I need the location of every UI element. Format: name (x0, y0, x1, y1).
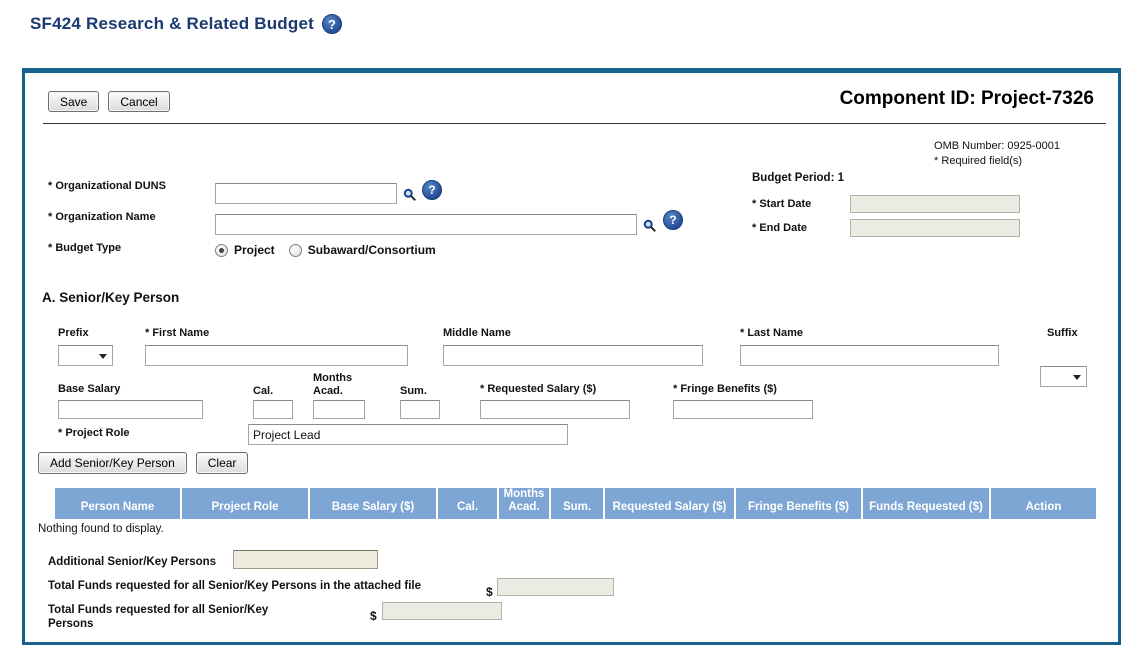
requested-salary-label: * Requested Salary ($) (480, 383, 597, 395)
save-button[interactable]: Save (48, 91, 100, 112)
col-funds-requested: Funds Requested ($) (863, 488, 989, 519)
chevron-down-icon (99, 354, 107, 359)
requested-salary-input[interactable] (480, 400, 630, 419)
end-date-input (850, 219, 1020, 237)
org-name-help-icon[interactable]: ? (663, 210, 683, 230)
col-sum-months: Sum. (551, 488, 603, 519)
fringe-benefits-label: * Fringe Benefits ($) (673, 383, 777, 395)
budget-type-subaward-radio[interactable]: Subaward/Consortium (288, 243, 436, 257)
budget-type-label: * Budget Type (48, 242, 122, 254)
col-cal-months: Cal. (438, 488, 497, 519)
section-a-heading: A. Senior/Key Person (42, 290, 180, 305)
person-actions: Add Senior/Key Person Clear (38, 452, 249, 474)
col-fringe-benefits: Fringe Benefits ($) (736, 488, 861, 519)
page-title: SF424 Research & Related Budget (30, 14, 314, 33)
prefix-label: Prefix (58, 327, 89, 339)
duns-input[interactable] (215, 183, 397, 204)
total-attached-file-label: Total Funds requested for all Senior/Key… (48, 580, 421, 592)
middle-name-input[interactable] (443, 345, 703, 366)
persons-table-header: Person Name Project Role Base Salary ($)… (55, 488, 1096, 519)
fringe-benefits-input[interactable] (673, 400, 813, 419)
org-name-lookup-icon[interactable] (643, 219, 657, 233)
cancel-button[interactable]: Cancel (108, 91, 170, 112)
org-name-label: * Organization Name (48, 211, 156, 223)
col-requested-salary: Requested Salary ($) (605, 488, 734, 519)
page-header: SF424 Research & Related Budget ? (30, 14, 342, 34)
suffix-select[interactable] (1040, 366, 1087, 387)
table-empty-message: Nothing found to display. (38, 523, 164, 535)
total-all-persons-input (382, 602, 502, 620)
additional-persons-label: Additional Senior/Key Persons (48, 556, 217, 568)
middle-name-label: Middle Name (443, 327, 511, 339)
org-name-input[interactable] (215, 214, 637, 235)
first-name-input[interactable] (145, 345, 408, 366)
additional-persons-input (233, 550, 378, 569)
add-senior-key-person-button[interactable]: Add Senior/Key Person (38, 452, 187, 474)
cal-label: Cal. (253, 385, 274, 397)
col-action: Action (991, 488, 1096, 519)
chevron-down-icon (1073, 375, 1081, 380)
component-id: Component ID: Project-7326 (839, 88, 1094, 109)
end-date-label: * End Date (752, 222, 808, 234)
project-role-input[interactable] (248, 424, 568, 445)
col-person-name: Person Name (55, 488, 180, 519)
currency-symbol: $ (486, 585, 493, 599)
col-acad-months: Months Acad. (499, 488, 549, 519)
base-salary-label: Base Salary (58, 383, 121, 395)
page-help-icon[interactable]: ? (321, 14, 342, 34)
omb-number: OMB Number: 0925-0001 (934, 140, 1060, 152)
total-all-persons-label: Total Funds requested for all Senior/Key… (48, 604, 269, 630)
radio-unselected-icon (288, 243, 302, 257)
acad-months-input[interactable] (313, 400, 365, 419)
toolbar: Save Cancel (48, 91, 170, 112)
sum-months-input[interactable] (400, 400, 440, 419)
cal-months-input[interactable] (253, 400, 293, 419)
last-name-label: * Last Name (740, 327, 803, 339)
suffix-label: Suffix (1047, 327, 1078, 339)
duns-lookup-icon[interactable] (403, 188, 417, 202)
duns-label: * Organizational DUNS (48, 180, 166, 192)
budget-type-radio-group: Project Subaward/Consortium (215, 243, 436, 257)
prefix-select[interactable] (58, 345, 113, 366)
required-note: * Required field(s) (934, 155, 1023, 167)
duns-help-icon[interactable]: ? (422, 180, 442, 200)
omb-block: OMB Number: 0925-0001 * Required field(s… (934, 139, 1060, 169)
budget-period-label: Budget Period: 1 (752, 172, 845, 184)
total-attached-file-input (497, 578, 614, 596)
base-salary-input[interactable] (58, 400, 203, 419)
col-base-salary: Base Salary ($) (310, 488, 436, 519)
first-name-label: * First Name (145, 327, 210, 339)
clear-button[interactable]: Clear (195, 452, 249, 474)
budget-type-project-label: Project (234, 243, 275, 257)
months-label: Months (313, 372, 353, 384)
budget-form-panel: Save Cancel Component ID: Project-7326 O… (22, 68, 1121, 645)
acad-label: Acad. (313, 385, 343, 397)
radio-selected-icon (215, 243, 228, 257)
budget-type-subaward-label: Subaward/Consortium (307, 243, 436, 257)
col-project-role: Project Role (182, 488, 308, 519)
start-date-label: * Start Date (752, 198, 812, 210)
sum-label: Sum. (400, 385, 427, 397)
currency-symbol: $ (370, 609, 377, 623)
start-date-input (850, 195, 1020, 213)
project-role-label: * Project Role (58, 427, 130, 439)
header-divider (43, 123, 1106, 124)
budget-type-project-radio[interactable]: Project (215, 243, 275, 257)
last-name-input[interactable] (740, 345, 999, 366)
